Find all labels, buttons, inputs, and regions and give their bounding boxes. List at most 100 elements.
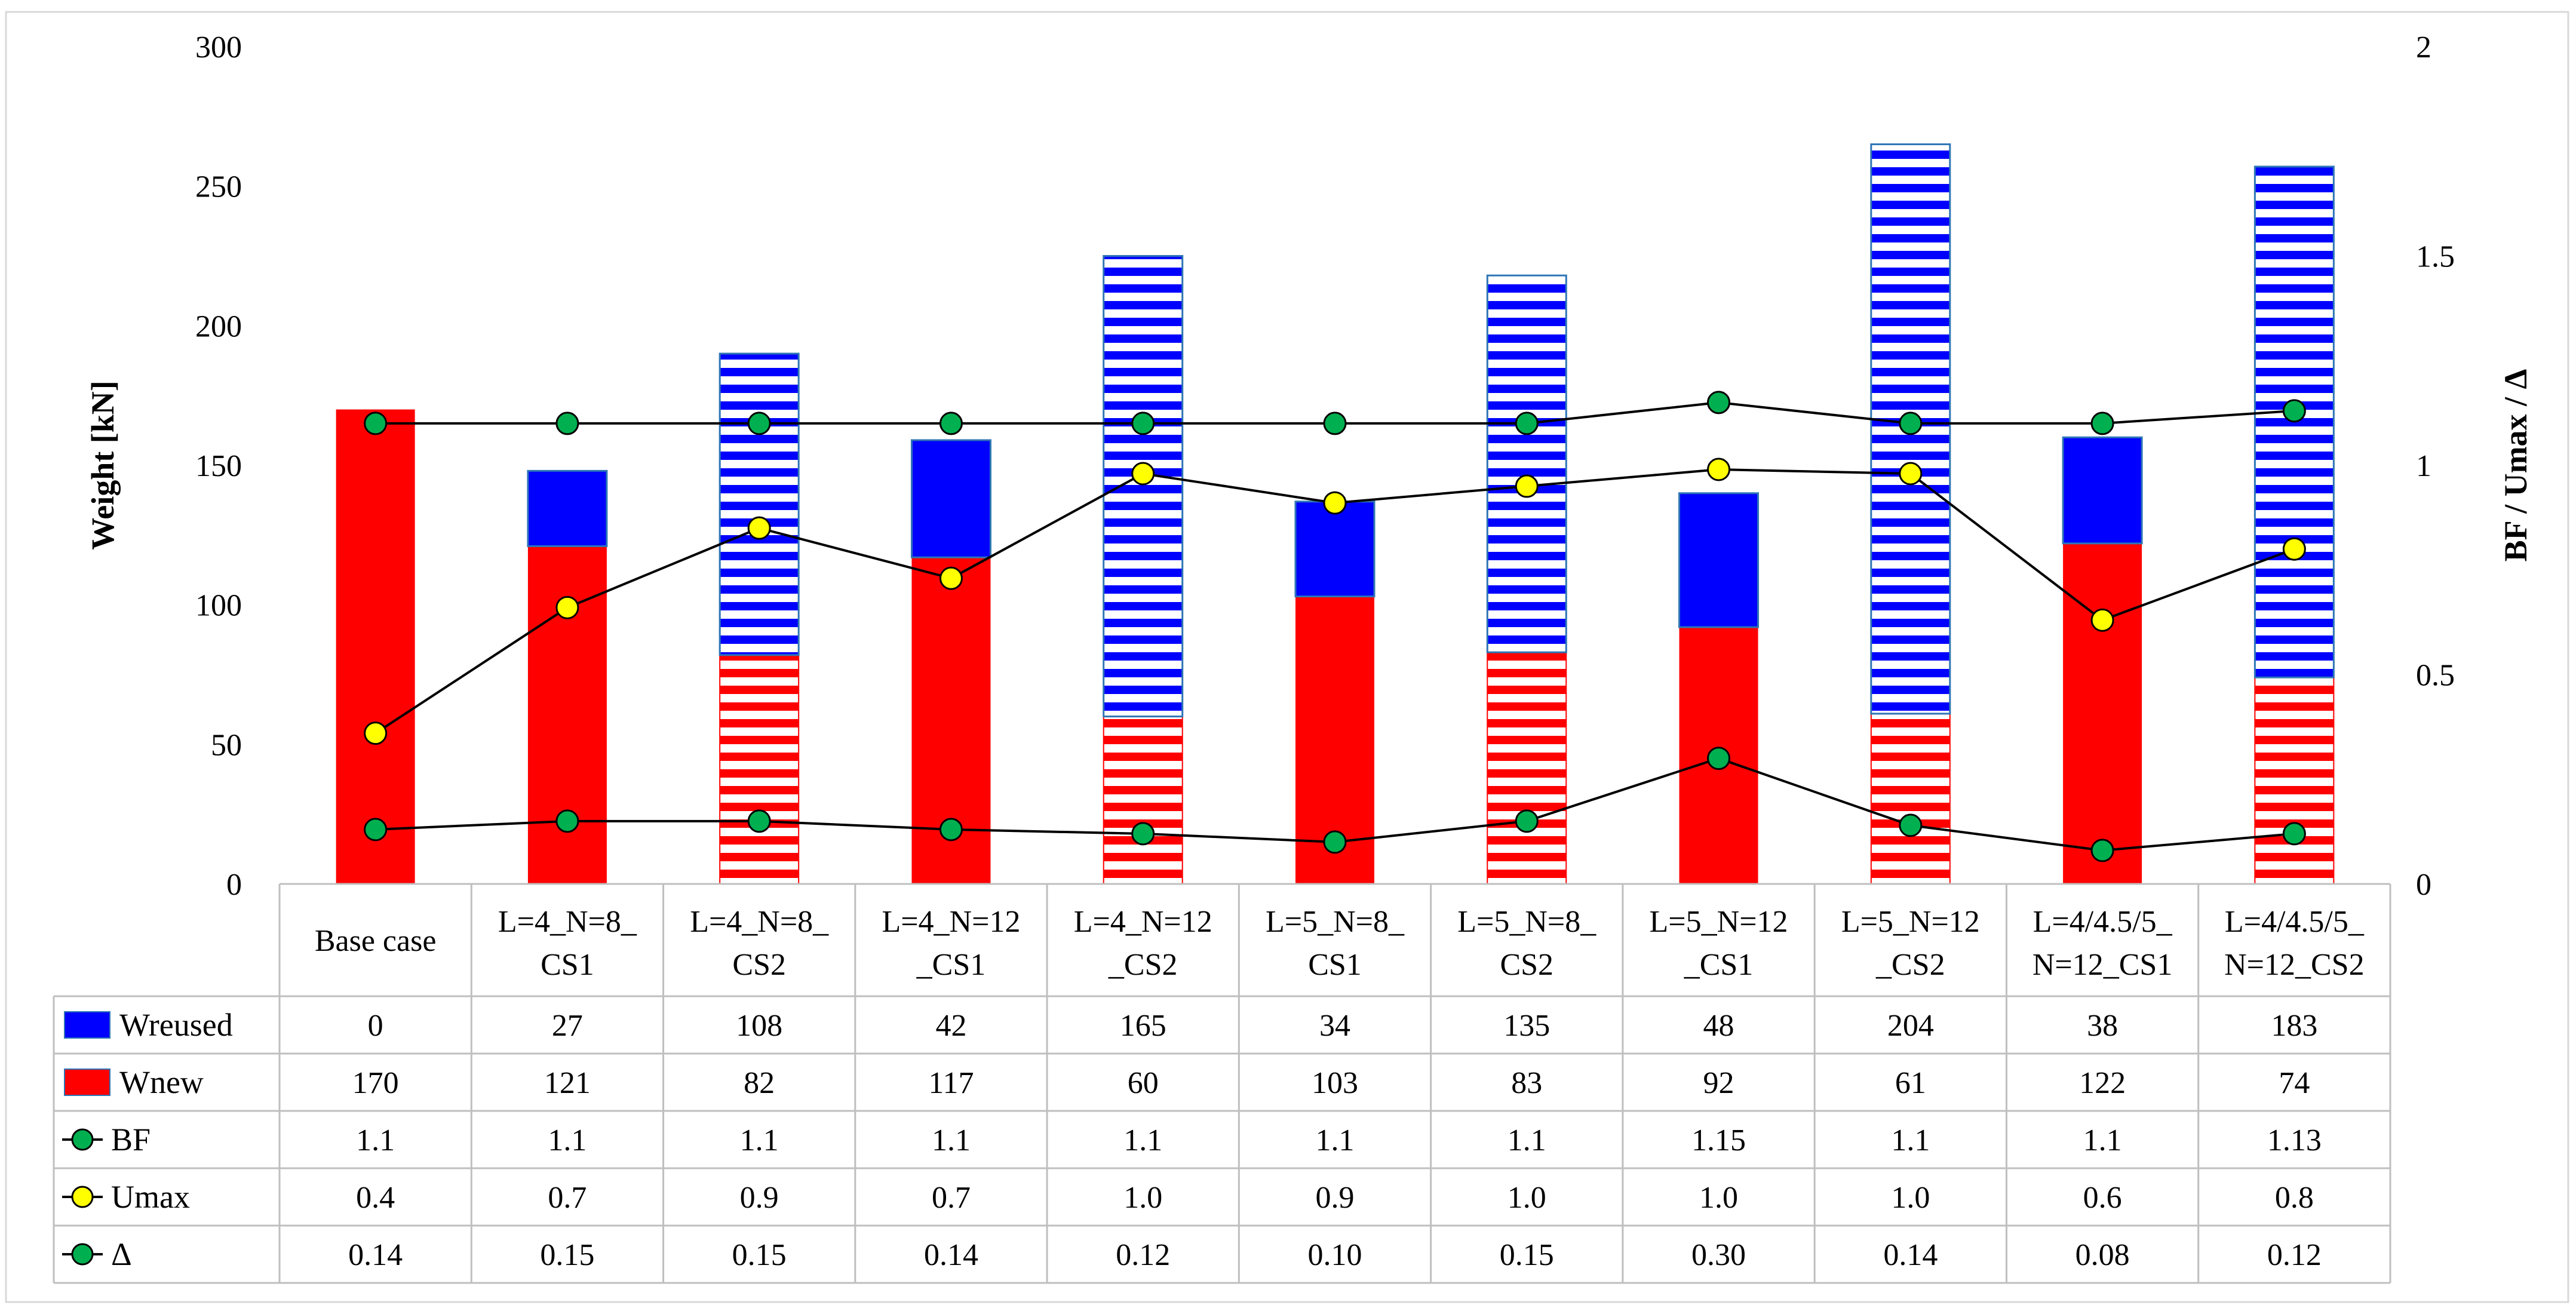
table-cell-Wnew: 61 <box>1895 1066 1926 1100</box>
table-cell-BF: 1.15 <box>1691 1123 1746 1157</box>
point-BF <box>939 412 963 435</box>
bar-group <box>336 143 2335 885</box>
table-cell-Δ: 0.15 <box>732 1238 787 1272</box>
point-Δ <box>939 818 963 842</box>
table-cell-Δ: 0.10 <box>1308 1238 1362 1272</box>
table-cell-Δ: 0.30 <box>1691 1238 1746 1272</box>
legend-key-marker-Umax <box>71 1186 94 1208</box>
legend-label-BF: BF <box>111 1122 151 1157</box>
right-axis-tick-label: 1 <box>2416 449 2431 483</box>
point-Δ <box>2282 822 2306 846</box>
table-cell-Wreused: 165 <box>1120 1009 1166 1043</box>
point-BF <box>747 412 771 435</box>
left-axis-tick-label: 300 <box>195 30 242 65</box>
category-label: L=4_N=12 <box>1074 905 1212 939</box>
left-axis-tick-label: 250 <box>195 170 242 204</box>
table-cell-Umax: 0.4 <box>356 1181 395 1215</box>
right-axis-tick-label: 0 <box>2416 868 2431 902</box>
table-cell-Δ: 0.12 <box>2267 1238 2322 1272</box>
table-cell-Umax: 0.7 <box>932 1181 971 1215</box>
bar-wnew <box>336 409 415 884</box>
point-Δ <box>1131 822 1155 846</box>
bar-wreused <box>1294 501 1375 598</box>
table-cell-Wreused: 183 <box>2271 1009 2317 1043</box>
left-axis-tick-label: 150 <box>195 449 242 483</box>
line-group <box>364 391 2306 862</box>
point-Δ <box>1707 747 1731 770</box>
point-Δ <box>364 818 388 842</box>
bar-wnew <box>1487 652 1567 885</box>
bar-wnew <box>1870 713 1951 885</box>
right-axis-tick-label: 0.5 <box>2416 659 2455 693</box>
point-Δ <box>747 809 771 833</box>
category-label: L=5_N=8_ <box>1457 905 1596 939</box>
point-Δ <box>555 809 579 833</box>
table-cell-BF: 1.1 <box>1123 1123 1162 1157</box>
legend-key-Wreused <box>64 1011 110 1039</box>
axes: 0 50 100 150 200 250 300 0 0.5 1 1.5 2 Weight [kN] BF… <box>85 30 2534 902</box>
bar-wnew <box>719 654 800 885</box>
table-cell-Wreused: 34 <box>1319 1009 1350 1043</box>
table-cell-Δ: 0.12 <box>1116 1238 1170 1272</box>
bar-wreused <box>719 352 800 656</box>
data-table: Base case L=4_N=8_ CS1 L=4_N=8_ CS2 L=4_N=12 _… <box>53 883 2391 1284</box>
point-BF <box>2282 399 2306 423</box>
table-cell-BF: 1.13 <box>2267 1123 2322 1157</box>
point-Δ <box>1515 809 1539 833</box>
legend-label-Wreused: Wreused <box>119 1007 233 1043</box>
category-label: N=12_CS2 <box>2224 948 2364 982</box>
table-cell-Umax: 0.7 <box>548 1181 587 1215</box>
point-Δ <box>2090 839 2114 862</box>
legend-label-Umax: Umax <box>111 1179 190 1215</box>
point-Δ <box>1899 813 1923 837</box>
bar-wreused <box>527 469 608 548</box>
table-cell-Wreused: 108 <box>736 1009 782 1043</box>
category-label: Base case <box>315 924 437 958</box>
table-cell-Umax: 1.0 <box>1123 1181 1162 1215</box>
legend-key-marker-BF <box>71 1128 94 1151</box>
point-BF <box>1899 412 1923 435</box>
table-cell-Δ: 0.14 <box>1883 1238 1938 1272</box>
table-cell-BF: 1.1 <box>356 1123 395 1157</box>
table-cell-Wreused: 0 <box>368 1009 383 1043</box>
bar-wreused <box>1486 274 1567 653</box>
table-cell-Umax: 1.0 <box>1891 1181 1930 1215</box>
table-cell-Wreused: 135 <box>1503 1009 1550 1043</box>
category-label: CS1 <box>1308 948 1362 982</box>
table-cell-Umax: 1.0 <box>1507 1181 1546 1215</box>
table-cell-Umax: 0.9 <box>740 1181 779 1215</box>
table-cell-Umax: 1.0 <box>1699 1181 1738 1215</box>
category-label: CS1 <box>541 948 594 982</box>
category-label: L=5_N=12 <box>1841 905 1980 939</box>
table-cell-Wnew: 60 <box>1128 1066 1159 1100</box>
bar-wreused <box>1103 255 1184 718</box>
category-label: _CS1 <box>1684 948 1754 982</box>
point-Umax <box>1707 458 1731 481</box>
left-axis-tick-label: 100 <box>195 589 242 623</box>
table-cell-Wnew: 74 <box>2279 1066 2310 1100</box>
point-Umax <box>1899 462 1923 486</box>
chart-border <box>5 11 2569 1303</box>
table-cell-Δ: 0.14 <box>924 1238 978 1272</box>
point-Umax <box>2282 537 2306 561</box>
point-BF <box>1515 412 1539 435</box>
table-cell-Δ: 0.15 <box>540 1238 594 1272</box>
table-cell-Wnew: 92 <box>1703 1066 1734 1100</box>
category-label: CS2 <box>732 948 786 982</box>
point-Umax <box>939 566 963 590</box>
bar-wnew <box>2063 543 2142 884</box>
table-cell-BF: 1.1 <box>1316 1123 1355 1157</box>
table-cell-Δ: 0.15 <box>1500 1238 1554 1272</box>
left-axis-title: Weight [kN] <box>85 380 121 550</box>
table-cell-BF: 1.1 <box>932 1123 971 1157</box>
table-cell-BF: 1.1 <box>1507 1123 1546 1157</box>
table-cell-Wreused: 27 <box>552 1009 583 1043</box>
point-BF <box>1707 391 1731 414</box>
table-cell-Umax: 0.6 <box>2083 1181 2122 1215</box>
table-cell-Wnew: 103 <box>1312 1066 1358 1100</box>
point-Δ <box>1323 830 1347 854</box>
point-Umax <box>1515 474 1539 498</box>
left-axis-tick-label: 0 <box>226 868 242 902</box>
legend-label-Δ: Δ <box>111 1236 132 1272</box>
table-cell-Δ: 0.14 <box>348 1238 403 1272</box>
